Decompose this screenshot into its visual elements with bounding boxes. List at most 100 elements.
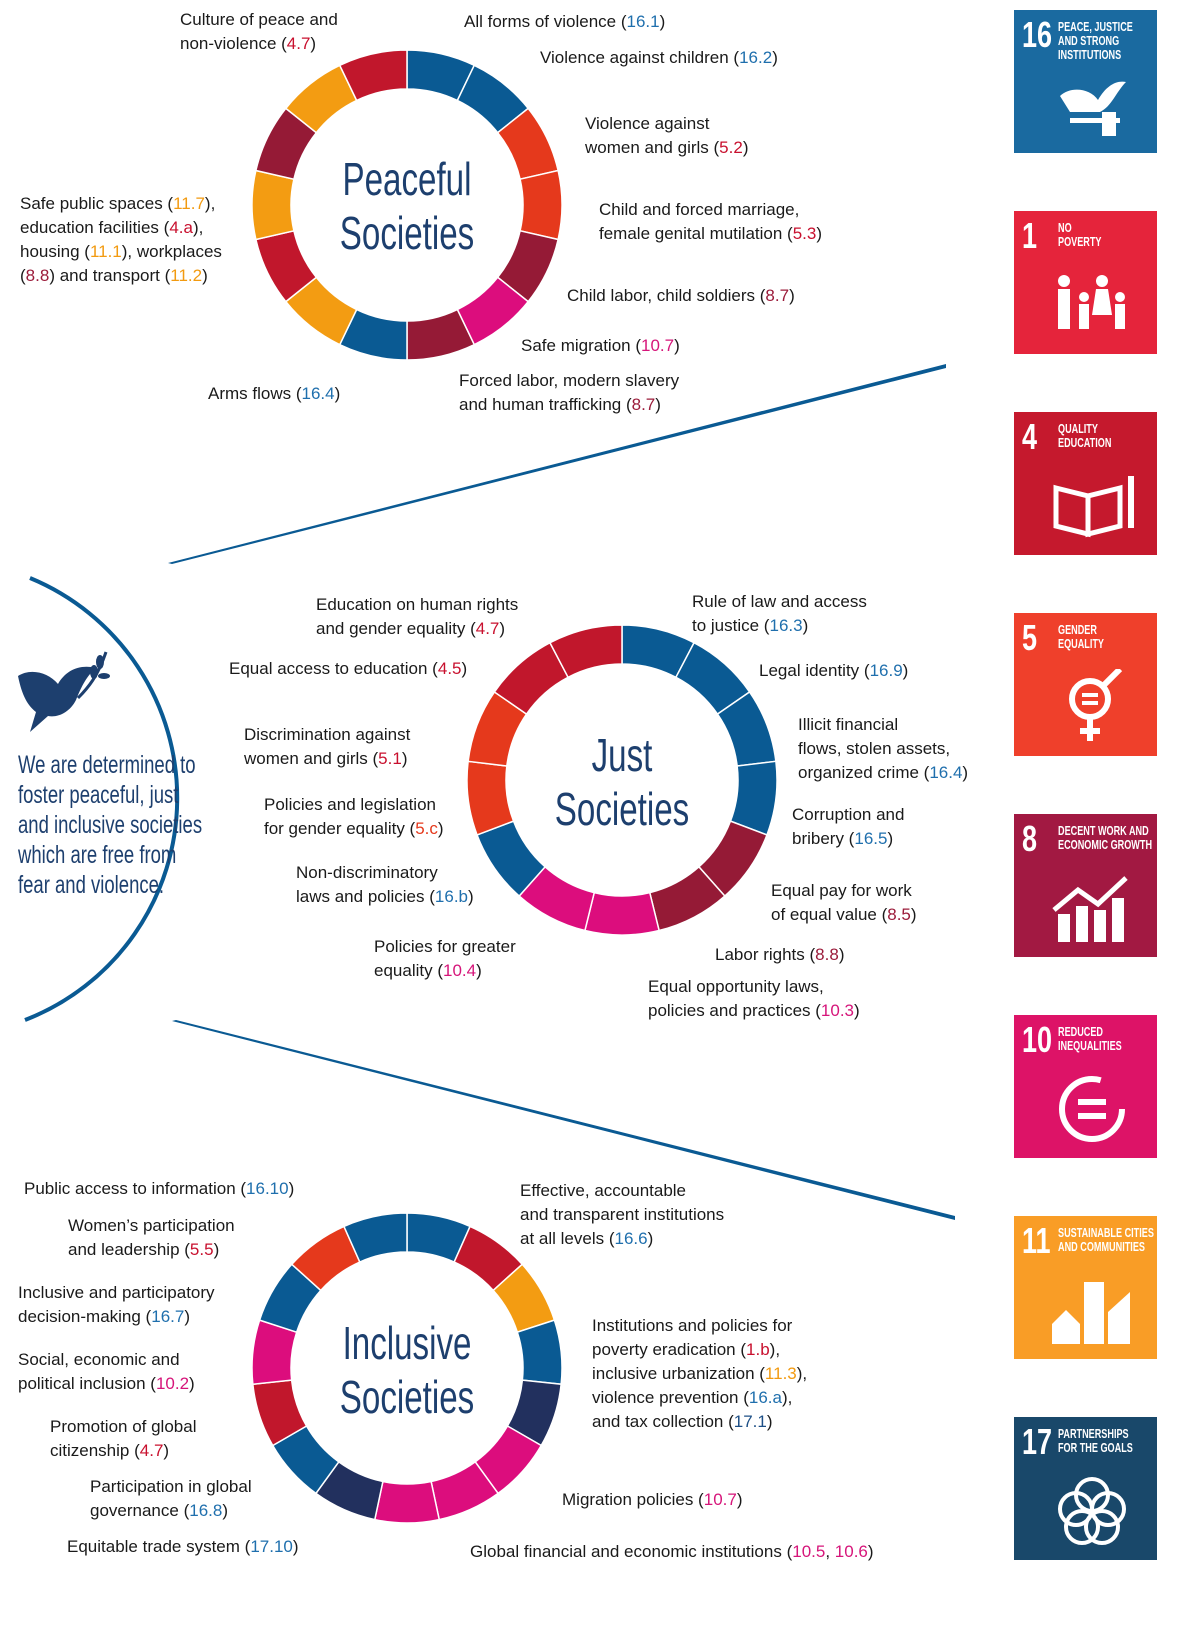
label-text: Women’s participation and leadership ( bbox=[68, 1216, 235, 1259]
growth-chart-icon bbox=[1052, 876, 1128, 942]
target-label: Corruption and bribery (16.5) bbox=[792, 803, 904, 851]
motto-text: We are determined to foster peaceful, ju… bbox=[18, 751, 203, 899]
label-text: Safe migration ( bbox=[521, 336, 641, 355]
target-label: Discrimination against women and girls (… bbox=[244, 723, 410, 771]
label-text: ) bbox=[437, 819, 444, 838]
target-code: 16.3 bbox=[769, 616, 803, 635]
label-text: ) bbox=[184, 1307, 190, 1326]
target-code: 11.7 bbox=[173, 194, 205, 213]
target-label: Social, economic and political inclusion… bbox=[18, 1348, 195, 1396]
target-label: Forced labor, modern slavery and human t… bbox=[459, 369, 679, 417]
motto-arc bbox=[24, 576, 180, 1022]
connector-band-top bbox=[168, 364, 946, 564]
label-text: Participation in global governance ( bbox=[90, 1477, 252, 1520]
label-text: Equitable trade system ( bbox=[67, 1537, 251, 1556]
label-text: Rule of law and access to justice ( bbox=[692, 592, 867, 635]
target-label: Violence against children (16.2) bbox=[540, 46, 778, 70]
gender-equality-icon bbox=[1069, 669, 1123, 741]
sdg-tile-4: 4 QUALITY EDUCATION bbox=[1014, 412, 1157, 555]
target-label: Child labor, child soldiers (8.7) bbox=[567, 284, 795, 308]
label-text: Safe public spaces ( bbox=[20, 194, 174, 213]
label-text: All forms of violence ( bbox=[464, 12, 627, 31]
label-text: ) bbox=[802, 616, 809, 635]
inclusive-title: Inclusive Societies bbox=[321, 1316, 494, 1424]
target-code: 4.a bbox=[169, 218, 193, 237]
target-label: Policies for greater equality (10.4) bbox=[374, 935, 516, 983]
sdg-tile-10: 10 REDUCED INEQUALITIES bbox=[1014, 1015, 1157, 1158]
label-text: ) bbox=[962, 763, 969, 782]
target-label: Education on human rights and gender equ… bbox=[316, 593, 518, 641]
label-text: Public access to information ( bbox=[24, 1179, 247, 1198]
donut-segment bbox=[548, 624, 623, 679]
target-code: 8.8 bbox=[815, 945, 839, 964]
sdg-tile-1: 1 NO POVERTY bbox=[1014, 211, 1157, 354]
label-text: Education on human rights and gender equ… bbox=[316, 595, 519, 638]
label-text: ) bbox=[461, 659, 468, 678]
label-text: Arms flows ( bbox=[208, 384, 302, 403]
target-code: 10.7 bbox=[703, 1490, 737, 1509]
target-code: 16.4 bbox=[929, 763, 963, 782]
label-text: ), workplaces ( bbox=[20, 242, 222, 285]
target-code: 5.3 bbox=[792, 224, 817, 243]
target-code: 11.3 bbox=[764, 1364, 797, 1383]
target-code: 16.7 bbox=[151, 1307, 185, 1326]
target-code: 4.5 bbox=[437, 659, 462, 678]
target-label: Non-discriminatory laws and policies (16… bbox=[296, 861, 474, 909]
label-text: ) bbox=[736, 1490, 743, 1509]
title-line: Societies bbox=[339, 207, 475, 259]
target-code: 10.7 bbox=[641, 336, 675, 355]
label-text: ) bbox=[202, 266, 208, 285]
target-code: 1.b bbox=[746, 1340, 770, 1359]
sdg-number: 8 bbox=[1022, 818, 1038, 859]
sdg-number: 10 bbox=[1022, 1019, 1053, 1060]
label-text: ) bbox=[476, 961, 482, 980]
equal-circle-icon bbox=[1059, 1076, 1125, 1142]
target-code: 8.7 bbox=[765, 286, 790, 305]
target-code: 8.5 bbox=[887, 905, 911, 924]
target-code: 4.7 bbox=[475, 619, 500, 638]
target-label: Violence against women and girls (5.2) bbox=[585, 112, 748, 160]
label-text: ) bbox=[222, 1501, 228, 1520]
target-label: Effective, accountable and transparent i… bbox=[520, 1179, 724, 1251]
target-label: Rule of law and access to justice (16.3) bbox=[692, 590, 867, 638]
label-text: ) bbox=[659, 12, 666, 31]
label-text: ) bbox=[910, 905, 917, 924]
label-text: ) bbox=[213, 1240, 220, 1259]
target-label: Safe public spaces (11.7), education fac… bbox=[20, 192, 222, 288]
target-code: 16.a bbox=[748, 1388, 782, 1407]
label-text: ) bbox=[854, 1001, 860, 1020]
target-label: Institutions and policies for poverty er… bbox=[592, 1314, 807, 1434]
label-text: Legal identity ( bbox=[759, 661, 870, 680]
label-text: ) bbox=[334, 384, 341, 403]
donut-segment bbox=[373, 1480, 441, 1524]
target-label: Women’s participation and leadership (5.… bbox=[68, 1214, 235, 1262]
target-label: Safe migration (10.7) bbox=[521, 334, 680, 358]
label-text: ) bbox=[292, 1537, 299, 1556]
label-text: ) bbox=[655, 395, 661, 414]
title-line: Inclusive bbox=[342, 1317, 472, 1369]
target-code: 4.7 bbox=[139, 1441, 164, 1460]
label-text: Equal opportunity laws, policies and pra… bbox=[648, 977, 824, 1020]
label-text: ) bbox=[647, 1229, 654, 1248]
target-code: 8.7 bbox=[631, 395, 656, 414]
target-code: 5.2 bbox=[719, 138, 743, 157]
target-code: 16.8 bbox=[189, 1501, 223, 1520]
label-text: Discrimination against women and girls ( bbox=[244, 725, 411, 768]
sdg-number: 4 bbox=[1022, 416, 1038, 457]
label-text: Violence against children ( bbox=[540, 48, 740, 67]
sdg-tile-11: 11 SUSTAINABLE CITIES AND COMMUNITIES bbox=[1014, 1216, 1157, 1359]
label-text: Violence against women and girls ( bbox=[585, 114, 720, 157]
sdg-name: SUSTAINABLE CITIES AND COMMUNITIES bbox=[1058, 1225, 1154, 1254]
target-label: Culture of peace and non-violence (4.7) bbox=[180, 8, 338, 56]
just-title: Just Societies bbox=[536, 728, 709, 836]
city-icon bbox=[1052, 1282, 1130, 1344]
label-text: Global financial and economic institutio… bbox=[470, 1542, 793, 1561]
title-line: Peaceful bbox=[342, 153, 472, 205]
sdg-tile-17: 17 PARTNERSHIPS FOR THE GOALS bbox=[1014, 1417, 1157, 1560]
label-text: Child and forced marriage, female genita… bbox=[599, 200, 800, 243]
label-text: ) bbox=[838, 945, 845, 964]
target-label: Equal pay for work of equal value (8.5) bbox=[771, 879, 917, 927]
target-code: 10.5 bbox=[792, 1542, 826, 1561]
target-label: Global financial and economic institutio… bbox=[470, 1540, 874, 1564]
